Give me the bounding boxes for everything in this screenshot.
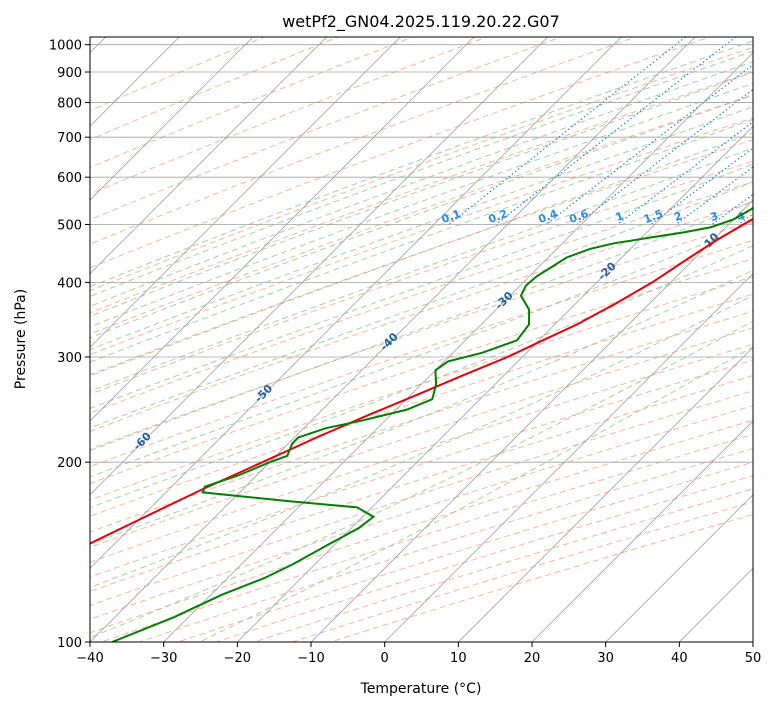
dry-adiabat-line [90,374,753,592]
dry-adiabat-line [176,461,753,642]
dry-adiabat-line [90,139,753,376]
dry-adiabats [90,37,753,642]
dry-adiabat-line [90,258,753,485]
x-tick-label: 10 [450,651,467,666]
dry-adiabat-line [90,94,753,335]
isotherm-line [90,37,475,422]
isotherm-line [90,37,548,496]
y-tick-label: 700 [57,131,82,146]
mixing-ratio-lines [448,37,753,225]
mixing-ratio-label: 1 [614,209,626,224]
dry-adiabat-line [90,220,753,450]
mixing-ratio-label: 0.1 [440,207,463,226]
y-tick-label: 800 [57,97,82,112]
profiles [90,206,753,642]
isotherm-line [605,494,753,642]
isotherm-line [90,37,327,275]
x-axis-ticks: −40 −30 −20 −10 0 10 20 30 40 50 [76,642,761,666]
y-tick-label: 200 [57,456,82,471]
dry-adiabat-line [90,37,563,221]
moist-adiabat-line [90,61,753,307]
mixing-ratio-line [495,37,737,225]
moist-adiabat-line [90,106,753,351]
y-tick-label: 400 [57,276,82,291]
isotherm-line [531,420,753,642]
isotherm-line [384,273,753,642]
moist-adiabats [90,40,753,642]
x-tick-label: 40 [671,651,688,666]
dry-adiabat-line [99,433,753,642]
moist-adiabat-line [90,118,753,363]
moist-adiabat-line [199,346,753,642]
x-axis-label: Temperature (°C) [360,681,482,697]
chart-title: wetPf2_GN04.2025.119.20.22.G07 [282,12,560,32]
dry-adiabat-line [90,343,753,563]
moist-adiabat-line [90,40,753,288]
moist-adiabat-line [90,50,753,297]
dry-adiabat-line [90,160,753,395]
mixing-ratio-line [545,64,753,225]
mixing-ratio-label: 1.5 [642,207,665,226]
y-axis-label: Pressure (hPa) [13,289,29,389]
y-tick-label: 600 [57,171,82,186]
isotherms [90,37,753,642]
moist-adiabat-line [90,82,753,328]
dewpoint-profile-line [111,206,753,642]
moist-adiabat-line [90,163,753,409]
isotherm-line [310,199,753,642]
x-tick-label: −20 [224,651,251,666]
x-tick-label: −10 [297,651,324,666]
isotherm-line [90,37,696,642]
y-tick-label: 500 [57,218,82,233]
moist-adiabat-line [90,200,753,452]
dry-adiabat-line [90,37,489,195]
y-tick-label: 300 [57,351,82,366]
isotherm-line [90,37,254,201]
y-axis-ticks: 100 200 300 400 500 600 700 800 900 1000 [49,39,90,651]
dry-adiabat-line [90,37,637,245]
isotherm-line [163,52,753,642]
mixing-ratio-label: 2 [672,209,684,224]
dry-adiabat-line [90,239,753,468]
dry-adiabat-line [214,475,753,642]
dry-adiabat-line [90,71,753,314]
x-tick-label: 20 [524,651,541,666]
dry-adiabat-line [90,181,753,414]
moist-adiabat-line [90,320,753,639]
dry-adiabat-line [137,447,753,642]
isotherm-line [458,346,753,642]
dry-adiabat-line [90,359,753,578]
plot-area: 0.10.20.40.611.52346810131620253036-100-… [90,37,753,642]
x-tick-label: −40 [76,651,103,666]
mixing-ratio-label: 3 [708,209,720,224]
dry-adiabat-line [90,37,340,141]
isotherm-line [90,37,401,348]
dry-adiabat-line [90,117,753,356]
isotherm-line [237,125,753,642]
dry-adiabat-line [90,46,753,292]
x-tick-label: −30 [150,651,177,666]
x-tick-label: 30 [597,651,614,666]
moist-adiabat-line [90,181,753,429]
isobars [90,44,753,642]
x-tick-label: 50 [745,651,762,666]
y-tick-label: 100 [57,636,82,651]
isotherm-line [90,37,622,569]
x-tick-label: 0 [381,651,389,666]
plot-frame [89,36,754,643]
mixing-ratio-label: 0.4 [537,207,560,226]
mixing-ratio-label: 4 [735,209,747,224]
mixing-ratio-label: 0.6 [568,207,591,226]
moist-adiabat-line [90,222,753,478]
mixing-ratio-label: 0.2 [487,207,510,226]
y-tick-label: 900 [57,66,82,81]
dry-adiabat-line [90,201,753,432]
y-tick-label: 1000 [49,39,82,54]
mixing-ratio-line [650,147,753,225]
